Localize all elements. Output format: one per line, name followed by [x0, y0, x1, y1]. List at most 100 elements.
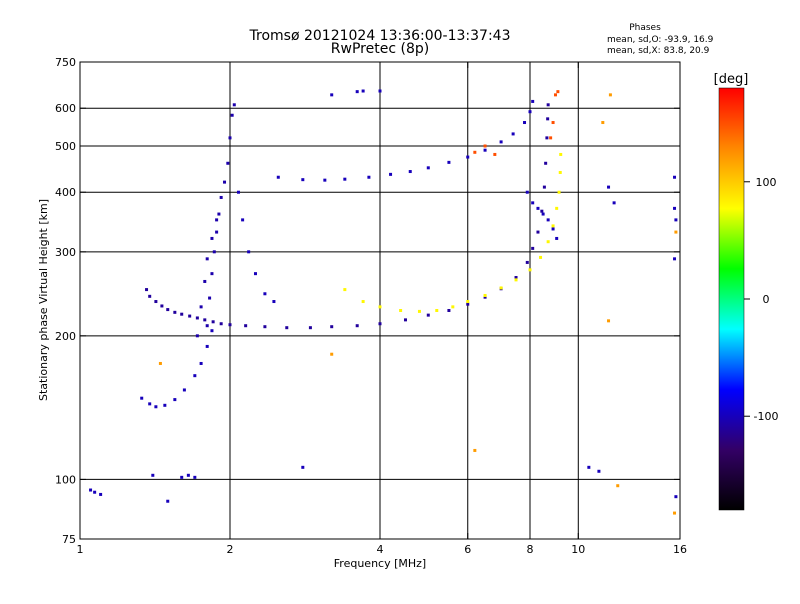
data-point: [180, 312, 184, 316]
data-point: [597, 469, 601, 473]
data-point: [607, 185, 611, 189]
data-point: [542, 185, 546, 189]
data-point: [285, 326, 289, 330]
data-point: [378, 89, 382, 93]
y-tick-label: 400: [55, 186, 76, 199]
colorbar-tick-label: 100: [756, 176, 777, 189]
data-point: [473, 448, 477, 452]
data-point: [210, 236, 214, 240]
data-point: [514, 276, 518, 280]
data-point: [263, 325, 267, 329]
data-point: [219, 322, 223, 326]
data-point: [674, 218, 678, 222]
data-point: [551, 224, 555, 228]
data-point: [673, 257, 677, 261]
y-tick-label: 750: [55, 56, 76, 69]
data-point: [483, 144, 487, 148]
data-point: [163, 403, 167, 407]
data-point: [466, 155, 470, 159]
y-tick-label: 500: [55, 140, 76, 153]
data-point: [173, 310, 177, 314]
data-point: [223, 180, 227, 184]
y-tick-label: 200: [55, 330, 76, 343]
data-point: [208, 296, 212, 300]
data-point: [601, 121, 605, 125]
data-point: [193, 374, 197, 378]
data-point: [203, 279, 207, 283]
data-point: [531, 99, 535, 103]
data-point: [217, 212, 221, 216]
data-point: [199, 305, 203, 309]
data-point: [514, 278, 518, 282]
y-tick-label: 100: [55, 473, 76, 486]
x-tick-label: 6: [464, 543, 471, 556]
data-point: [193, 475, 197, 479]
data-point: [525, 190, 529, 194]
data-point: [483, 148, 487, 152]
data-point: [612, 201, 616, 205]
data-point: [466, 302, 470, 306]
chart-title-line1: Tromsø 20121024 13:36:00-13:37:43: [249, 28, 511, 44]
data-point: [230, 113, 234, 117]
data-point: [389, 172, 393, 176]
data-point: [241, 218, 245, 222]
data-point: [180, 475, 184, 479]
data-point: [403, 318, 407, 322]
data-point: [151, 473, 155, 477]
y-axis-label: Stationary phase Virtual Height [km]: [37, 199, 50, 401]
x-tick-label: 16: [673, 543, 687, 556]
data-point: [210, 272, 214, 276]
data-point: [673, 511, 677, 515]
data-point: [99, 492, 103, 496]
data-point: [528, 268, 532, 272]
data-point: [674, 230, 678, 234]
data-point: [546, 218, 550, 222]
data-point: [228, 136, 232, 140]
data-point: [546, 103, 550, 107]
data-point: [511, 132, 515, 136]
data-point: [301, 465, 305, 469]
x-tick-label: 1: [77, 543, 84, 556]
data-point: [212, 250, 216, 254]
data-point: [205, 257, 209, 261]
data-point: [408, 170, 412, 174]
data-point: [493, 152, 497, 156]
data-point: [308, 326, 312, 330]
data-point: [367, 175, 371, 179]
data-point: [549, 136, 553, 140]
x-axis-ticks: 1 2 4 6 8 10 16: [77, 62, 687, 556]
data-point: [555, 206, 559, 210]
data-point: [483, 293, 487, 297]
data-point: [544, 161, 548, 165]
data-point: [674, 495, 678, 499]
data-point: [499, 140, 503, 144]
data-point: [93, 490, 97, 494]
data-point: [531, 246, 535, 250]
data-point: [399, 308, 403, 312]
data-point: [355, 90, 359, 94]
data-point: [435, 308, 439, 312]
data-point: [301, 178, 305, 182]
data-point: [226, 161, 230, 165]
data-point: [148, 402, 152, 406]
data-point: [330, 325, 334, 329]
data-point: [215, 230, 219, 234]
colorbar-label: [deg]: [714, 72, 749, 87]
data-point: [211, 320, 215, 324]
data-point: [236, 190, 240, 194]
x-axis-label: Frequency [MHz]: [334, 557, 426, 570]
data-point: [545, 136, 549, 140]
data-point: [673, 175, 677, 179]
x-tick-label: 4: [377, 543, 384, 556]
data-point: [232, 103, 236, 107]
data-point: [608, 93, 612, 97]
data-point: [447, 308, 451, 312]
chart-title-line2: RwPretec (8p): [331, 41, 429, 57]
data-point: [276, 175, 280, 179]
data-point: [199, 361, 203, 365]
data-point: [417, 309, 421, 313]
data-point: [473, 150, 477, 154]
data-point: [272, 300, 276, 304]
